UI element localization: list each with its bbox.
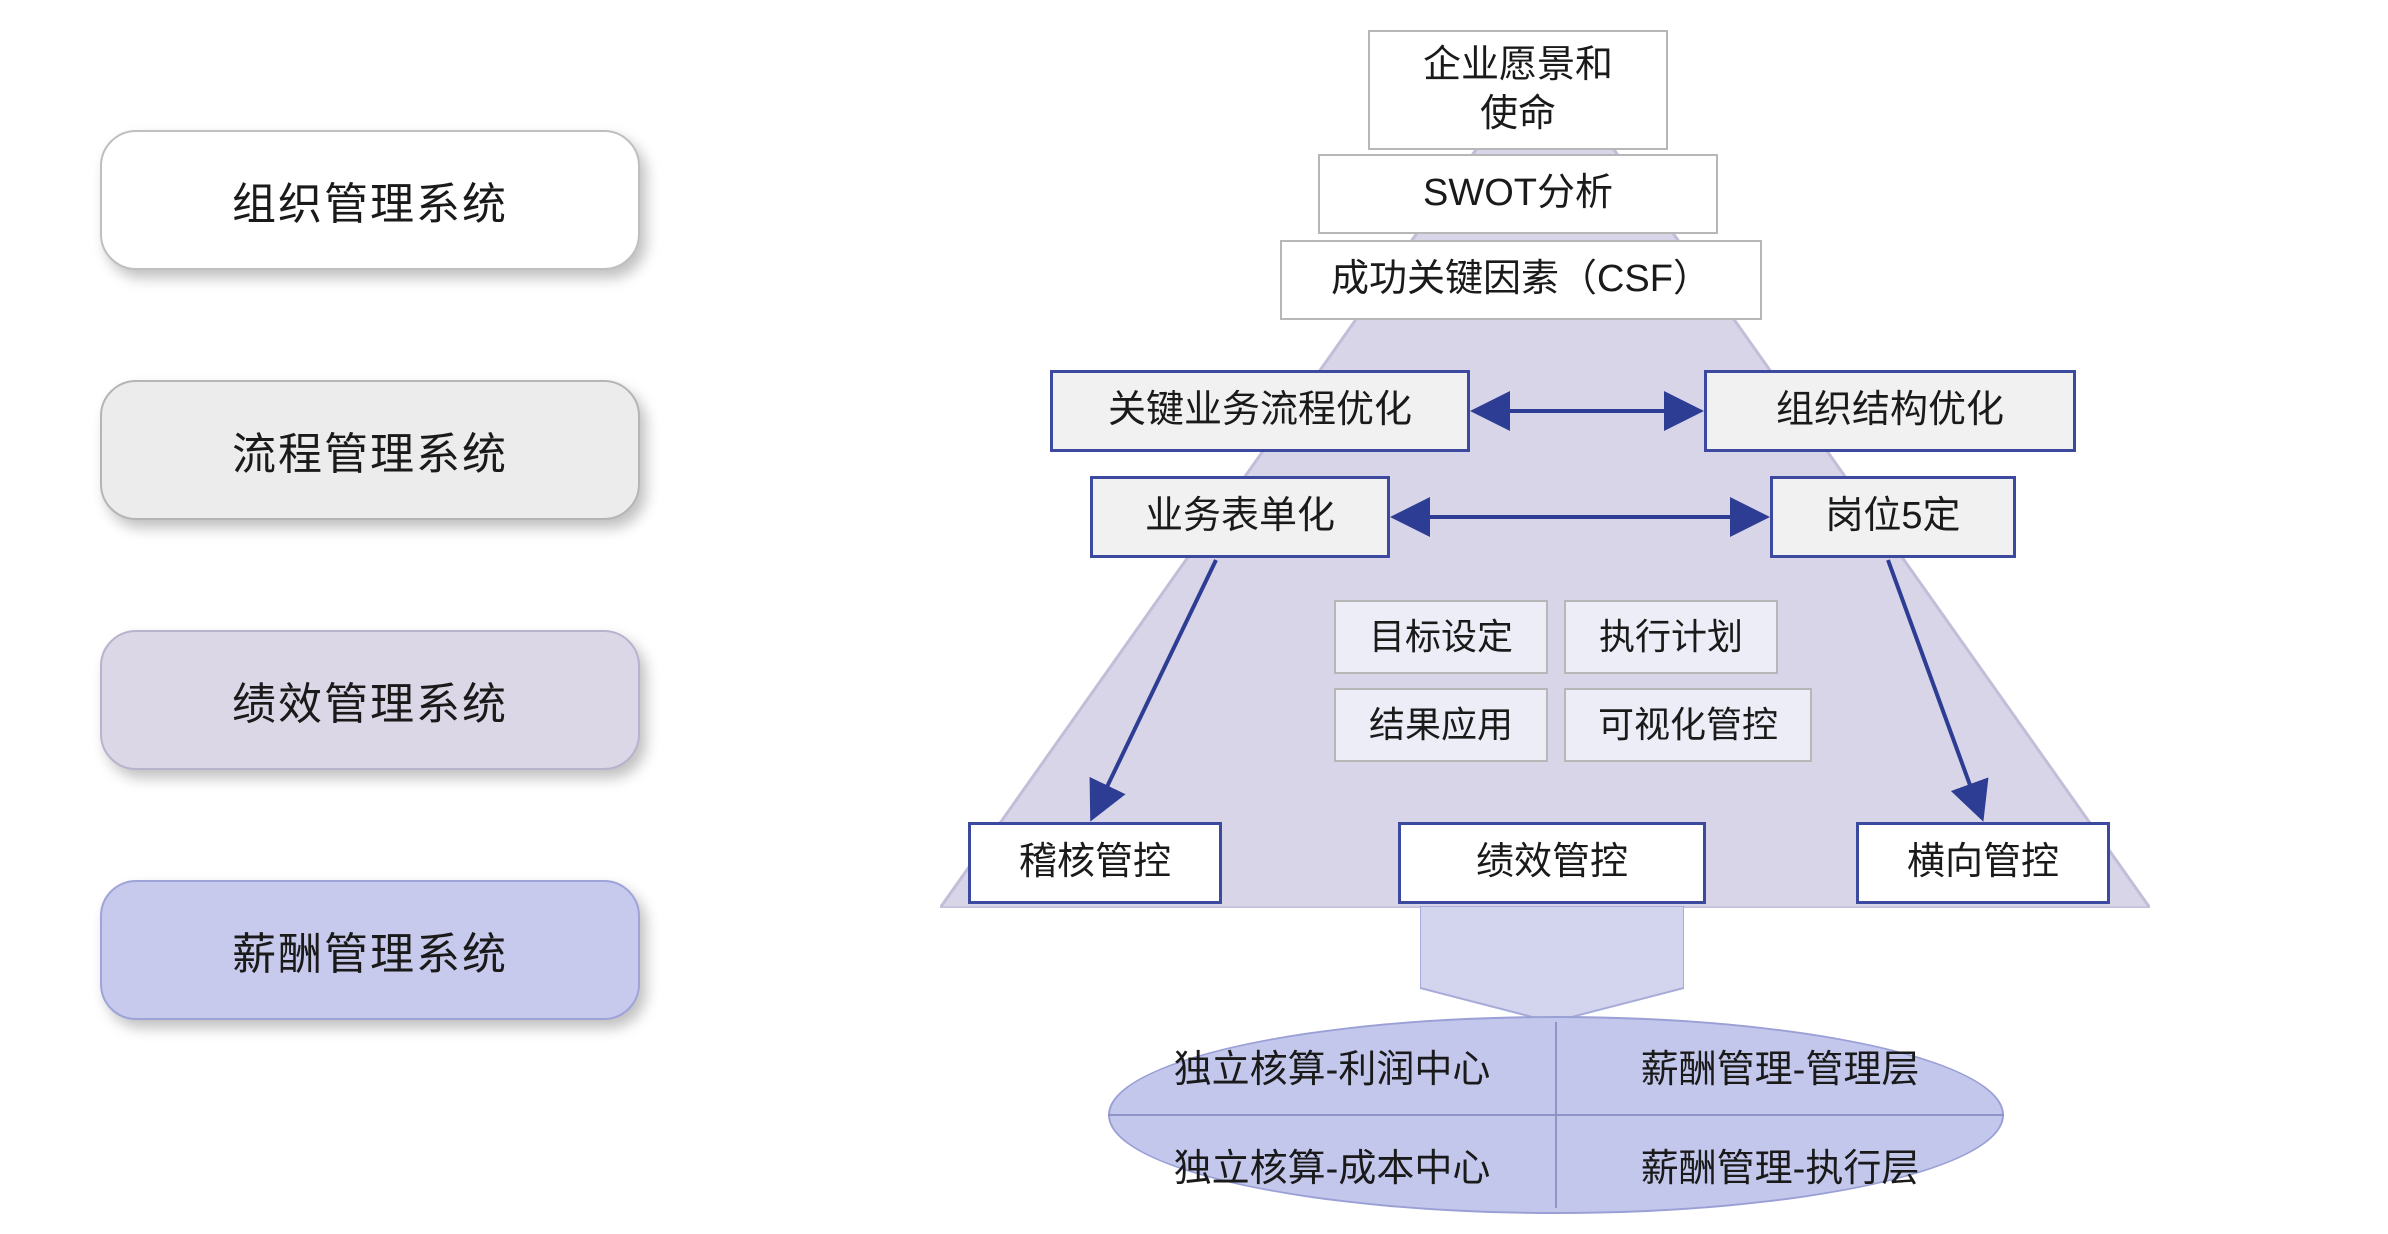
node-form: 业务表单化 [1090,476,1390,558]
node-org-opt: 组织结构优化 [1704,370,2076,452]
ellipse-cell-mgmt: 薪酬管理-管理层 [1556,1016,2004,1115]
ellipse-cell-cost: 独立核算-成本中心 [1108,1115,1556,1214]
node-plan: 执行计划 [1564,600,1778,674]
pyramid-diagram: 独立核算-利润中心 薪酬管理-管理层 独立核算-成本中心 薪酬管理-执行层 企业… [780,0,2340,1234]
node-perf: 绩效管控 [1398,822,1706,904]
ellipse-grid: 独立核算-利润中心 薪酬管理-管理层 独立核算-成本中心 薪酬管理-执行层 [1108,1016,2004,1214]
node-process-opt: 关键业务流程优化 [1050,370,1470,452]
ellipse-cell-profit: 独立核算-利润中心 [1108,1016,1556,1115]
system-org: 组织管理系统 [100,130,640,270]
node-horiz: 横向管控 [1856,822,2110,904]
system-compensation: 薪酬管理系统 [100,880,640,1020]
node-visual: 可视化管控 [1564,688,1812,762]
ellipse-cell-exec: 薪酬管理-执行层 [1556,1115,2004,1214]
node-csf: 成功关键因素（CSF） [1280,240,1762,320]
system-process: 流程管理系统 [100,380,640,520]
left-systems-column: 组织管理系统 流程管理系统 绩效管理系统 薪酬管理系统 [100,130,640,1130]
node-swot: SWOT分析 [1318,154,1718,234]
node-post5: 岗位5定 [1770,476,2016,558]
system-performance: 绩效管理系统 [100,630,640,770]
down-arrow-pentagon [1420,906,1684,1022]
node-goal: 目标设定 [1334,600,1548,674]
node-vision: 企业愿景和使命 [1368,30,1668,150]
node-result: 结果应用 [1334,688,1548,762]
node-audit: 稽核管控 [968,822,1222,904]
